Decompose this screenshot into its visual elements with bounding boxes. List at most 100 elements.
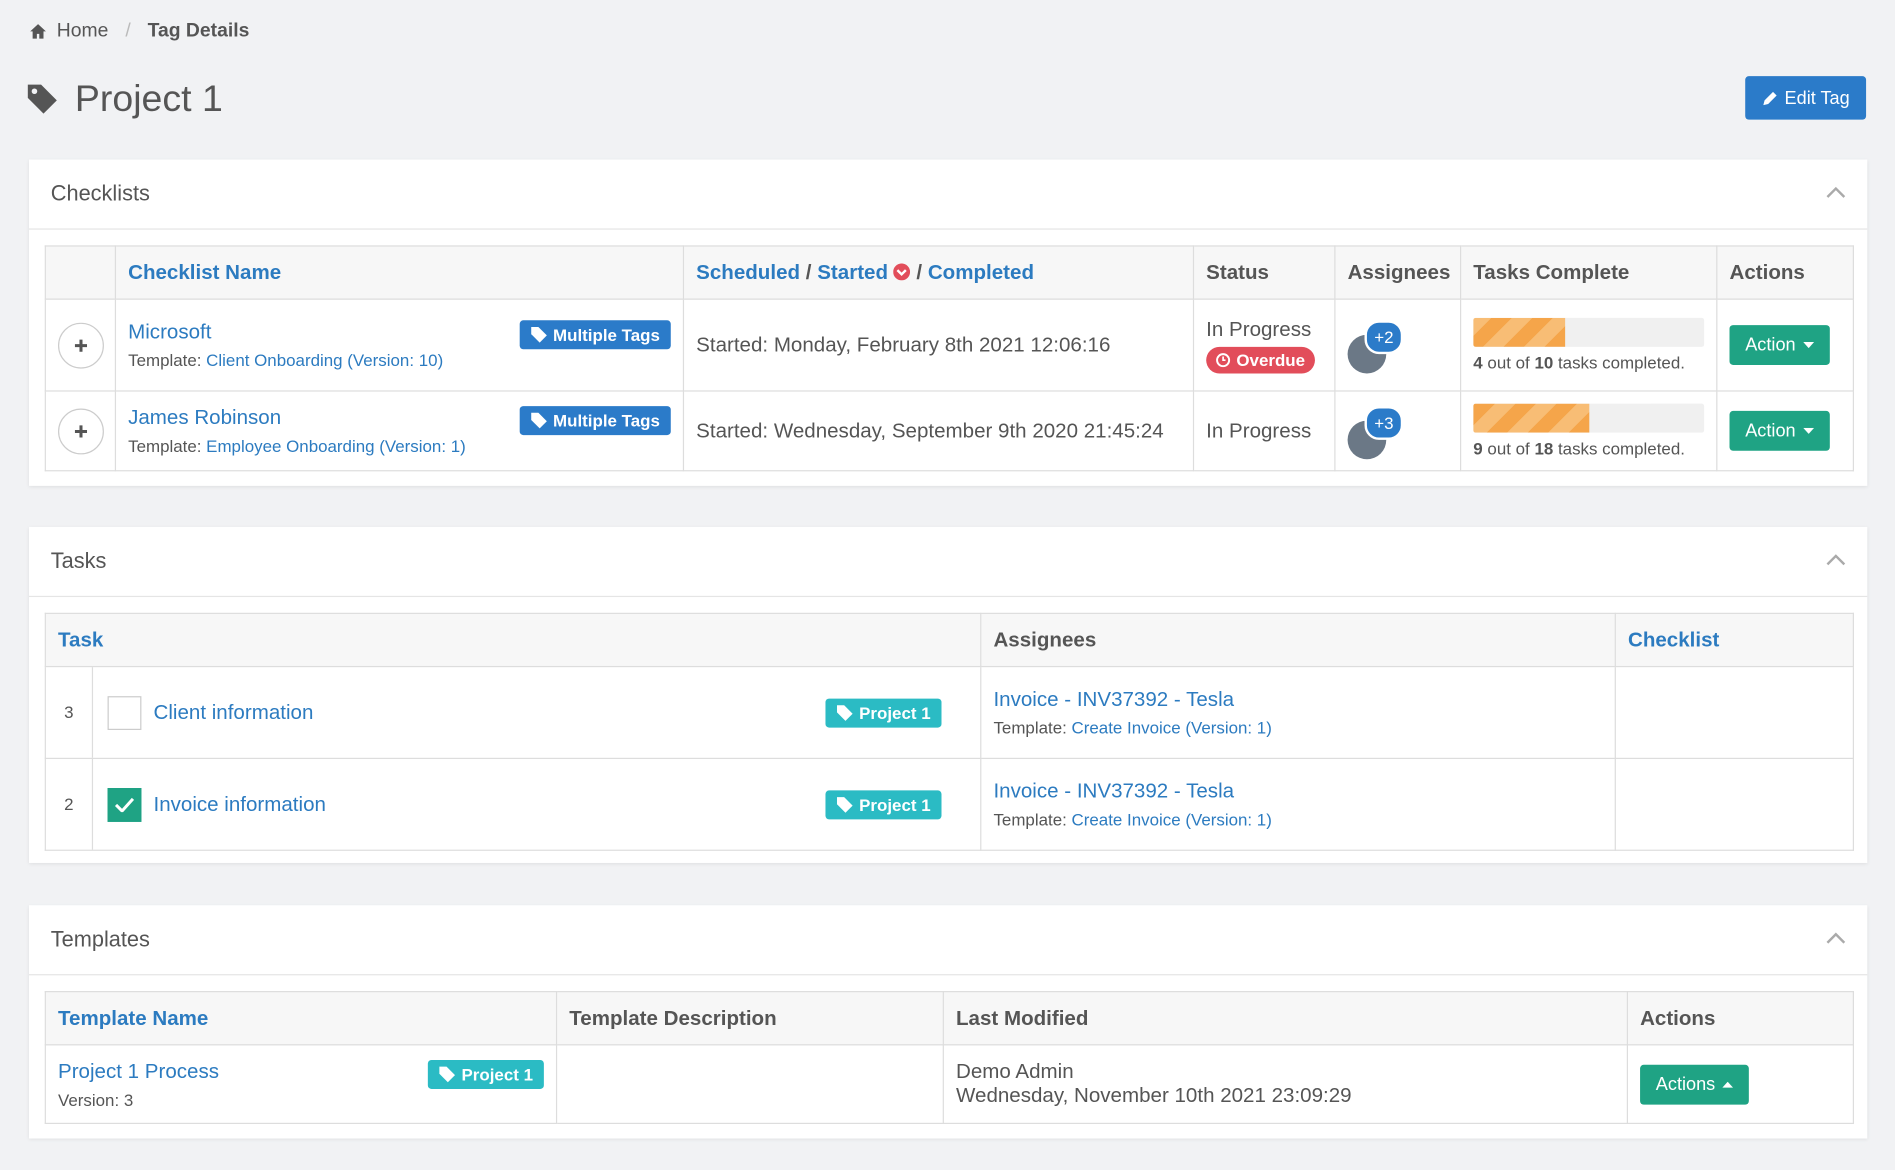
- description-cell: [555, 1044, 944, 1124]
- avatar[interactable]: +3: [1347, 405, 1404, 459]
- template-label: Template:: [128, 436, 202, 456]
- progress-fill: [1473, 403, 1589, 433]
- panel-header[interactable]: Templates: [29, 905, 1868, 976]
- panel-header[interactable]: Checklists: [29, 160, 1868, 230]
- header-cell: Checklist Name: [114, 245, 685, 300]
- tag-label: Multiple Tags: [553, 325, 660, 345]
- tag-icon: [439, 1066, 455, 1082]
- tag-icon: [836, 704, 853, 721]
- badge-text: Overdue: [1236, 349, 1306, 370]
- template-link[interactable]: Project 1 Process: [58, 1059, 220, 1083]
- sort-link[interactable]: Scheduled: [696, 260, 801, 284]
- assignees-cell: +3: [1334, 390, 1462, 472]
- action-button[interactable]: Action: [1729, 325, 1830, 365]
- modified-by: Demo Admin: [956, 1059, 1074, 1083]
- action-label: Actions: [1655, 1073, 1716, 1095]
- end: tasks completed.: [1557, 352, 1685, 373]
- collapse-icon[interactable]: [1826, 932, 1846, 944]
- sort-link[interactable]: Checklist Name: [128, 260, 282, 284]
- header-cell: Actions: [1716, 245, 1854, 300]
- mid: out of: [1487, 438, 1530, 459]
- tag-label: Multiple Tags: [553, 410, 660, 431]
- panel-header[interactable]: Tasks: [29, 527, 1868, 598]
- collapse-icon[interactable]: [1826, 554, 1846, 566]
- plus-icon: [74, 424, 88, 437]
- expand-button[interactable]: [58, 322, 104, 369]
- separator: /: [916, 260, 923, 284]
- plus-icon: [74, 339, 88, 352]
- separator: /: [125, 20, 131, 42]
- tag-badge[interactable]: Project 1: [825, 789, 942, 819]
- template-label: Template:: [128, 350, 202, 370]
- assignee-cell: Invoice - INV37392 - Tesla Template: Crea…: [980, 665, 1616, 760]
- version: Version: 3: [58, 1089, 134, 1109]
- expand-button[interactable]: [58, 407, 104, 454]
- total: 10: [1534, 352, 1554, 373]
- edit-tag-button[interactable]: Edit Tag: [1745, 76, 1867, 120]
- template-link[interactable]: Create Invoice (Version: 1): [1071, 809, 1272, 830]
- panel-title: Tasks: [50, 548, 107, 573]
- sort-link[interactable]: Template Name: [58, 1006, 209, 1030]
- header-cell: Template Description: [555, 991, 944, 1046]
- assignee-link[interactable]: Invoice - INV37392 - Tesla: [993, 779, 1235, 803]
- action-button[interactable]: Actions: [1640, 1064, 1750, 1105]
- tag-badge[interactable]: Multiple Tags: [519, 406, 671, 436]
- checklist-row: Multiple Tags James Robinson Template: Emp…: [44, 390, 1854, 472]
- task-row: 2 Invoice information Project 1 Invoice - …: [44, 757, 1854, 851]
- template-link[interactable]: Client Onboarding (Version: 10): [206, 350, 444, 370]
- progress-fill: [1473, 317, 1566, 347]
- done: 9: [1473, 438, 1483, 459]
- tag-badge[interactable]: Multiple Tags: [519, 320, 671, 350]
- done: 4: [1473, 352, 1483, 373]
- tasks-panel: Tasks Task Assignees Checklist 3 Client inf…: [29, 526, 1868, 863]
- edit-label: Edit Tag: [1784, 87, 1850, 109]
- assignees-cell: +2: [1334, 298, 1462, 392]
- current-page: Tag Details: [147, 20, 250, 42]
- action-button[interactable]: Action: [1729, 410, 1830, 451]
- sort-link[interactable]: Started: [817, 260, 889, 284]
- header-cell: Assignees: [1334, 245, 1462, 300]
- task-checkbox[interactable]: [107, 787, 142, 822]
- tag-badge[interactable]: Project 1: [427, 1059, 544, 1089]
- tag-icon: [836, 796, 853, 813]
- header-row: Task Assignees Checklist: [44, 612, 1854, 668]
- avatar[interactable]: +2: [1347, 319, 1404, 373]
- template-link[interactable]: Employee Onboarding (Version: 1): [206, 436, 466, 456]
- sort-link[interactable]: Checklist: [1627, 627, 1720, 651]
- header-cell: Tasks Complete: [1459, 245, 1718, 300]
- mid: out of: [1487, 352, 1530, 373]
- task-checkbox[interactable]: [107, 695, 142, 730]
- action-label: Action: [1745, 420, 1796, 442]
- action-cell: Action: [1716, 298, 1854, 392]
- sort-link[interactable]: Completed: [927, 260, 1034, 284]
- templates-table: Template Name Template Description Last Mo…: [44, 991, 1854, 1124]
- caret: [1802, 427, 1814, 434]
- checklist-link[interactable]: Microsoft: [128, 320, 212, 344]
- status-cell: In Progress: [1192, 390, 1336, 472]
- tag-icon: [530, 412, 547, 429]
- tag-badge[interactable]: Project 1: [825, 697, 942, 727]
- separator: /: [805, 260, 812, 284]
- checklist-link[interactable]: James Robinson: [128, 406, 282, 430]
- template-label: Template:: [993, 809, 1067, 830]
- checklists-panel: Checklists Checklist Name Scheduled / St…: [29, 159, 1868, 486]
- header-cell: Actions: [1626, 991, 1854, 1046]
- home-link[interactable]: Home: [56, 20, 109, 42]
- assignee-link[interactable]: Invoice - INV37392 - Tesla: [993, 687, 1235, 711]
- task-link[interactable]: Invoice information: [153, 792, 326, 816]
- action-cell: Action: [1716, 390, 1854, 472]
- task-link[interactable]: Client information: [153, 700, 314, 724]
- collapse-icon[interactable]: [1826, 186, 1846, 198]
- pencil-icon: [1762, 91, 1777, 105]
- expand-cell: [44, 390, 117, 472]
- template-link[interactable]: Create Invoice (Version: 1): [1071, 717, 1272, 738]
- task-number: 3: [46, 667, 94, 758]
- status-cell: In Progress Overdue: [1192, 298, 1336, 392]
- header-cell: Scheduled / Started / Completed: [682, 245, 1195, 300]
- header-row: Checklist Name Scheduled / Started / Com…: [44, 245, 1854, 300]
- template-label: Template:: [993, 717, 1067, 738]
- sort-link[interactable]: Task: [58, 627, 104, 651]
- task-row: 3 Client information Project 1 Invoice - I…: [44, 665, 1854, 760]
- total: 18: [1534, 438, 1554, 459]
